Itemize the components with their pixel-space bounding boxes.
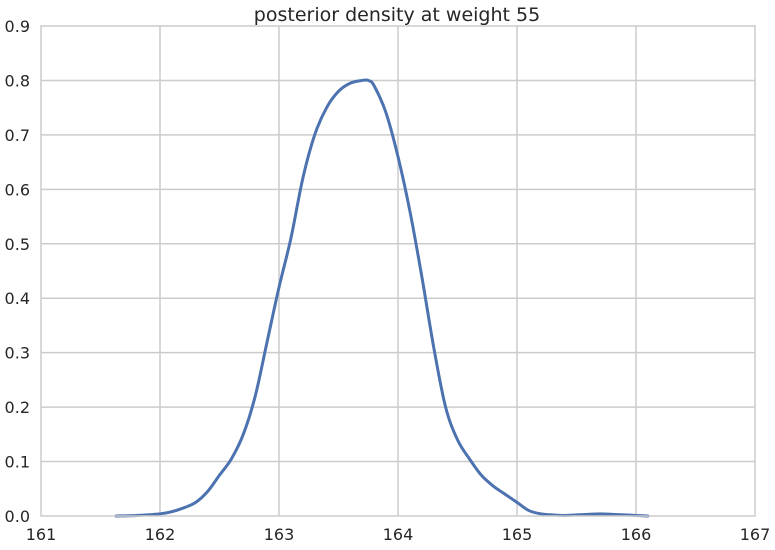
x-tick-label: 167 [740, 525, 771, 544]
chart-title: posterior density at weight 55 [254, 4, 540, 26]
plot-border [40, 25, 756, 517]
grid [41, 26, 755, 516]
y-tick-label: 0.8 [5, 71, 30, 90]
y-tick-label: 0.4 [5, 289, 30, 308]
x-tick-label: 162 [145, 525, 176, 544]
x-tick-label: 164 [383, 525, 414, 544]
x-tick-label: 161 [26, 525, 57, 544]
x-tick-label: 165 [502, 525, 533, 544]
x-tick-label: 166 [621, 525, 652, 544]
x-axis: 161 162 163 164 165 166 167 [26, 525, 771, 544]
y-tick-label: 0.7 [5, 126, 30, 145]
plot-frame [40, 25, 756, 517]
y-tick-label: 0.3 [5, 344, 30, 363]
y-tick-label: 0.5 [5, 235, 30, 254]
y-tick-label: 0.0 [5, 507, 30, 526]
y-tick-label: 0.2 [5, 398, 30, 417]
x-tick-label: 163 [264, 525, 295, 544]
y-axis: 0.0 0.1 0.2 0.3 0.4 0.5 0.6 0.7 0.8 0.9 [5, 17, 30, 526]
y-tick-label: 0.1 [5, 453, 30, 472]
y-tick-label: 0.6 [5, 180, 30, 199]
y-tick-label: 0.9 [5, 17, 30, 36]
